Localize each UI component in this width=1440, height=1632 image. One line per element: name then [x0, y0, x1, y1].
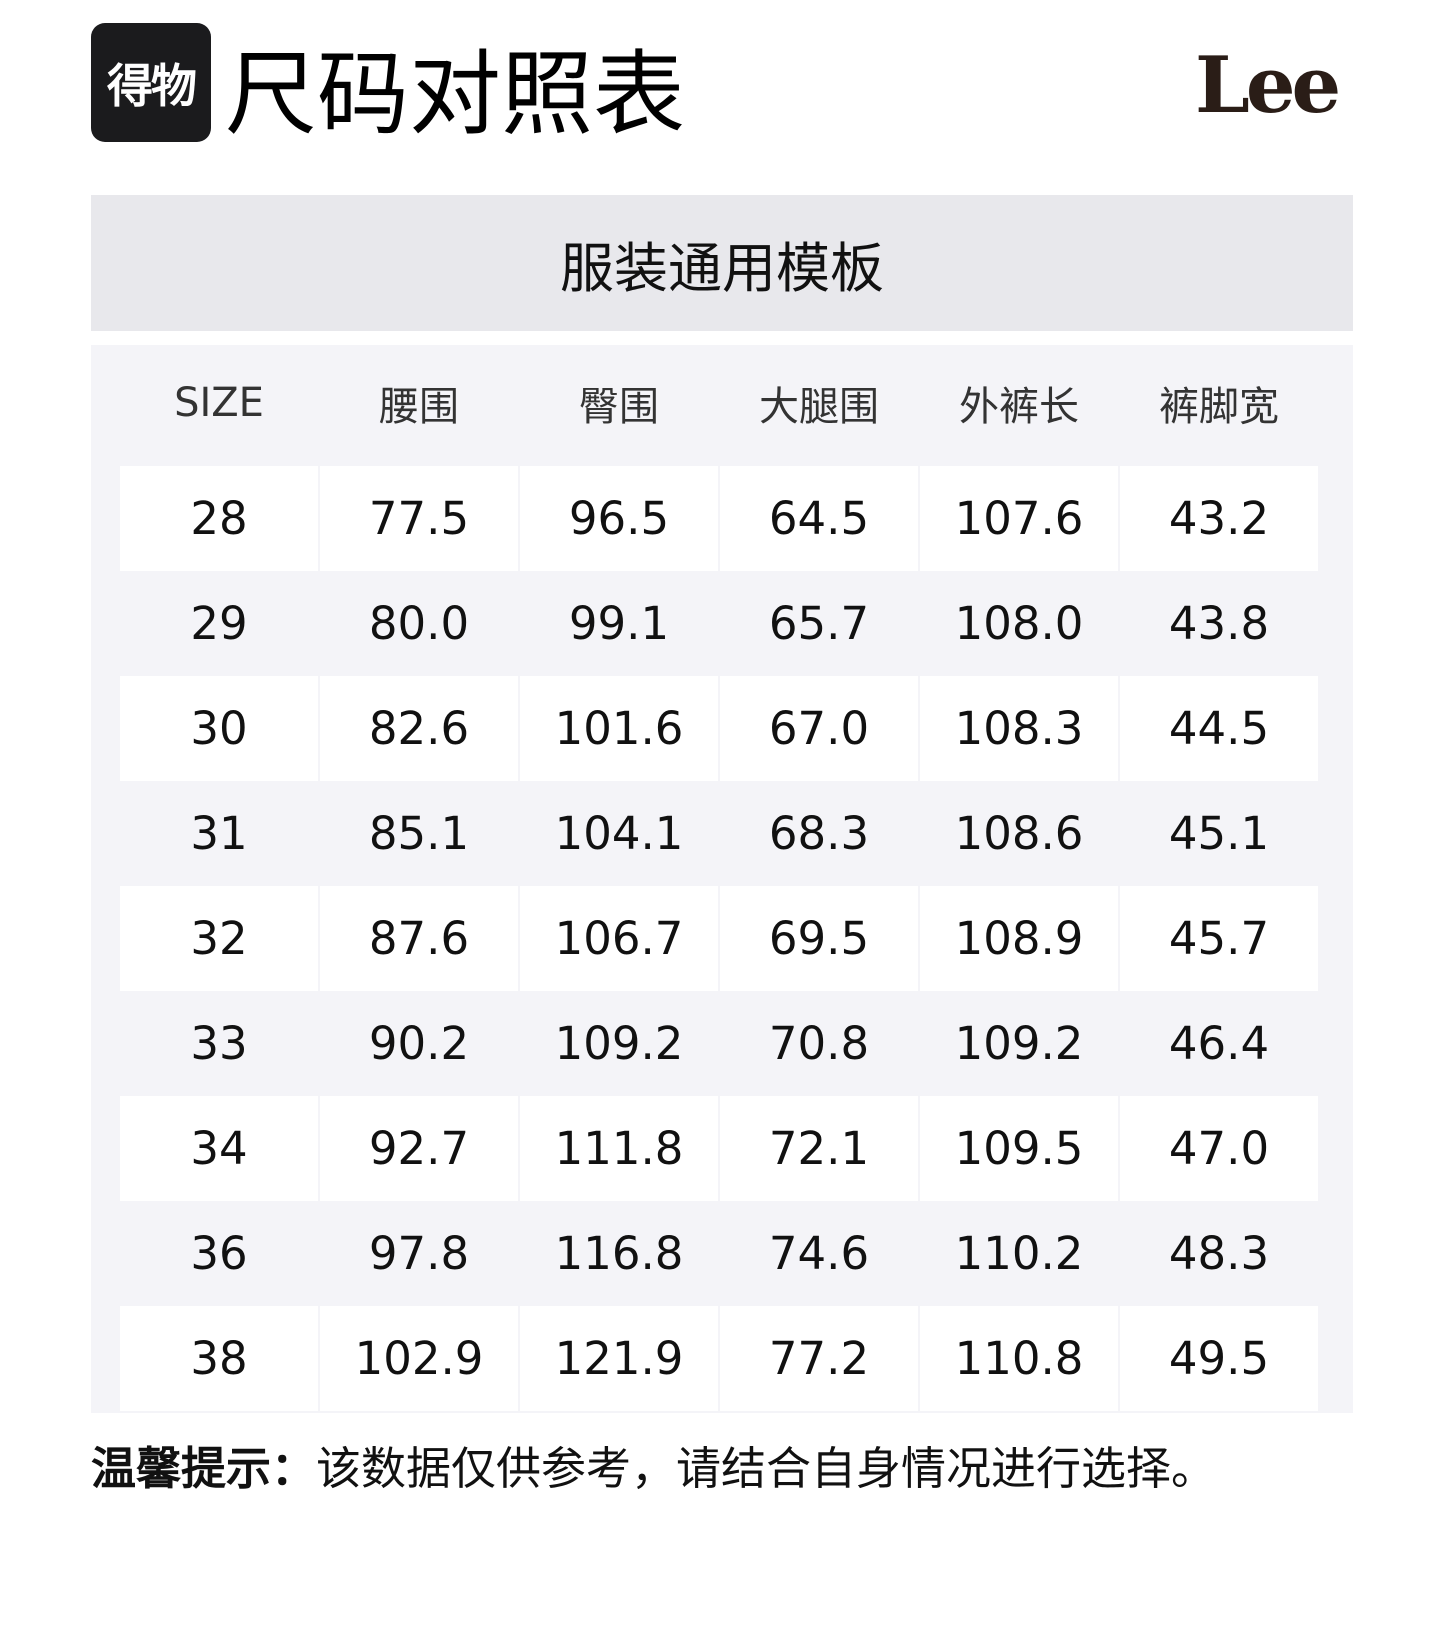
- table-cell: 64.5: [720, 466, 918, 571]
- table-row: 32 87.6 106.7 69.5 108.9 45.7: [120, 886, 1318, 991]
- table-cell: 99.1: [568, 597, 670, 650]
- table-cell: 104.1: [554, 807, 684, 860]
- table-cell: 28: [120, 466, 318, 571]
- table-cell: 69.5: [720, 886, 918, 991]
- dewu-logo: 得物: [91, 23, 211, 142]
- table-cell: 38: [120, 1306, 318, 1411]
- footer-text: 该数据仅供参考，请结合自身情况进行选择。: [316, 1442, 1217, 1495]
- page-title: 尺码对照表: [225, 41, 686, 148]
- table-cell: 43.8: [1168, 597, 1270, 650]
- table-cell: 44.5: [1120, 676, 1318, 781]
- table-cell: 97.8: [368, 1227, 470, 1280]
- table-cell: 33: [190, 1017, 248, 1070]
- lee-brand-logo: Lee: [1195, 40, 1341, 131]
- column-header: 腰围: [379, 383, 459, 430]
- table-cell: 92.7: [320, 1096, 518, 1201]
- table-cell: 101.6: [520, 676, 718, 781]
- table-cell: 121.9: [520, 1306, 718, 1411]
- table-row: 38 102.9 121.9 77.2 110.8 49.5: [120, 1306, 1318, 1411]
- table-cell: 107.6: [920, 466, 1118, 571]
- table-cell: 48.3: [1168, 1227, 1270, 1280]
- table-cell: 111.8: [520, 1096, 718, 1201]
- table-cell: 80.0: [368, 597, 470, 650]
- table-cell: 77.5: [320, 466, 518, 571]
- table-cell: 36: [190, 1227, 248, 1280]
- table-cell: 30: [120, 676, 318, 781]
- table-cell: 72.1: [720, 1096, 918, 1201]
- table-cell: 109.2: [554, 1017, 684, 1070]
- logo-text: 得物: [107, 58, 197, 113]
- template-title: 服装通用模板: [91, 195, 1353, 331]
- table-cell: 67.0: [720, 676, 918, 781]
- table-cell: 96.5: [520, 466, 718, 571]
- table-row: 30 82.6 101.6 67.0 108.3 44.5: [120, 676, 1318, 781]
- table-cell: 34: [120, 1096, 318, 1201]
- table-cell: 46.4: [1168, 1017, 1270, 1070]
- column-header: 臀围: [579, 383, 659, 430]
- table-cell: 68.3: [768, 807, 870, 860]
- table-cell: 108.6: [954, 807, 1084, 860]
- table-cell: 32: [120, 886, 318, 991]
- table-row: 36 97.8 116.8 74.6 110.2 48.3: [120, 1201, 1318, 1306]
- column-header: 大腿围: [759, 383, 879, 430]
- column-header: SIZE: [174, 379, 264, 426]
- table-cell: 82.6: [320, 676, 518, 781]
- table-cell: 29: [190, 597, 248, 650]
- table-row: 34 92.7 111.8 72.1 109.5 47.0: [120, 1096, 1318, 1201]
- table-row: 33 90.2 109.2 70.8 109.2 46.4: [120, 991, 1318, 1096]
- column-header: 裤脚宽: [1159, 383, 1279, 430]
- footer-note: 温馨提示：该数据仅供参考，请结合自身情况进行选择。: [91, 1432, 1216, 1497]
- table-cell: 109.2: [954, 1017, 1084, 1070]
- table-cell: 108.3: [920, 676, 1118, 781]
- table-cell: 45.1: [1168, 807, 1270, 860]
- table-cell: 77.2: [720, 1306, 918, 1411]
- table-row: 31 85.1 104.1 68.3 108.6 45.1: [120, 781, 1318, 886]
- footer-label: 温馨提示：: [91, 1442, 317, 1495]
- table-cell: 85.1: [368, 807, 470, 860]
- table-cell: 47.0: [1120, 1096, 1318, 1201]
- table-cell: 106.7: [520, 886, 718, 991]
- table-cell: 65.7: [768, 597, 870, 650]
- table-cell: 110.8: [920, 1306, 1118, 1411]
- table-cell: 45.7: [1120, 886, 1318, 991]
- table-cell: 90.2: [368, 1017, 470, 1070]
- table-cell: 87.6: [320, 886, 518, 991]
- table-row: 28 77.5 96.5 64.5 107.6 43.2: [120, 466, 1318, 571]
- table-cell: 31: [190, 807, 248, 860]
- table-cell: 102.9: [320, 1306, 518, 1411]
- table-cell: 116.8: [554, 1227, 684, 1280]
- size-table: SIZE 腰围 臀围 大腿围 外裤长 裤脚宽 28 77.5 96.5 64.5 107.6 43.2…: [91, 345, 1353, 1413]
- table-row: 29 80.0 99.1 65.7 108.0 43.8: [120, 571, 1318, 676]
- table-cell: 109.5: [920, 1096, 1118, 1201]
- table-cell: 49.5: [1120, 1306, 1318, 1411]
- table-cell: 108.0: [954, 597, 1084, 650]
- table-cell: 43.2: [1120, 466, 1318, 571]
- table-cell: 74.6: [768, 1227, 870, 1280]
- table-header: SIZE 腰围 臀围 大腿围 外裤长 裤脚宽: [120, 345, 1318, 460]
- table-cell: 110.2: [954, 1227, 1084, 1280]
- column-header: 外裤长: [959, 383, 1079, 430]
- table-cell: 70.8: [768, 1017, 870, 1070]
- table-cell: 108.9: [920, 886, 1118, 991]
